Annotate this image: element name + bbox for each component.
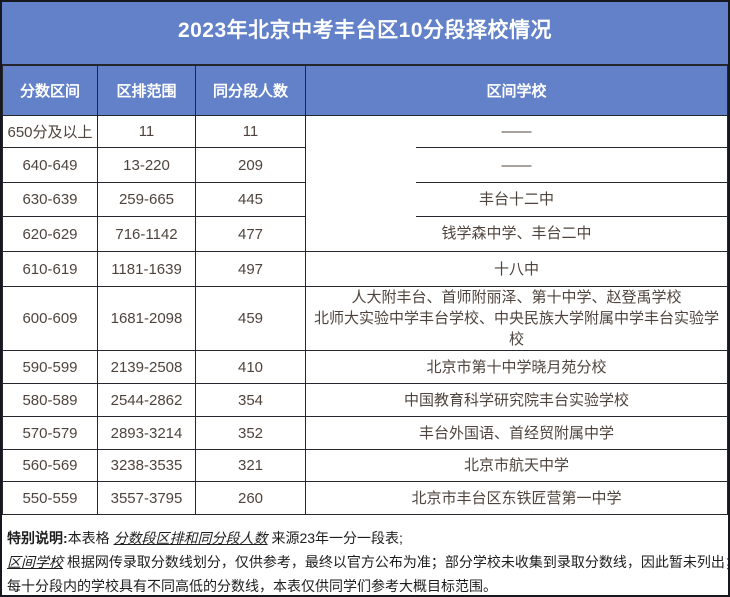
segment-count-cell: 260 bbox=[195, 481, 306, 515]
rank-range-cell: 11 bbox=[97, 115, 196, 148]
schools-line: 人大附丰台、首师附丽泽、第十中学、赵登禹学校 bbox=[351, 289, 682, 306]
schools-cell: 钱学森中学、丰台二中 bbox=[305, 216, 728, 252]
schools-line: 北师大实验中学丰台学校、中央民族大学附属中学丰台实验学校 bbox=[313, 310, 719, 348]
schools-cell: 丰台外国语、首经贸附属中学 bbox=[305, 416, 728, 450]
table-row: 580-589 2544-2862 354 中国教育科学研究院丰台实验学校 bbox=[2, 383, 728, 417]
segment-count-cell: 477 bbox=[195, 216, 306, 252]
score-range-cell: 600-609 bbox=[2, 286, 98, 351]
segment-count-cell: 459 bbox=[195, 286, 306, 351]
schools-cell: 北京市丰台区东铁匠营第一中学 bbox=[305, 481, 728, 515]
note-line-2: 区间学校 根据网传录取分数线划分，仅供参考，最终以官方公布为准；部分学校未收集到… bbox=[7, 550, 728, 574]
score-range-cell: 550-559 bbox=[2, 481, 98, 515]
schools-cell: —— bbox=[305, 147, 728, 183]
segment-count-cell: 209 bbox=[195, 147, 306, 183]
rank-range-cell: 1681-2098 bbox=[97, 286, 196, 351]
schools-cell: 北京市第十中学晓月苑分校 bbox=[305, 350, 728, 384]
column-header-rank-range: 区排范围 bbox=[97, 65, 196, 116]
special-notes: 特别说明:本表格 分数段区排和同分段人数 来源23年一分一段表; 区间学校 根据… bbox=[2, 515, 728, 595]
rank-range-cell: 2544-2862 bbox=[97, 383, 196, 417]
score-range-cell: 580-589 bbox=[2, 383, 98, 417]
table-row: 550-559 3557-3795 260 北京市丰台区东铁匠营第一中学 bbox=[2, 481, 728, 515]
segment-count-cell: 11 bbox=[195, 115, 306, 148]
table-row: 610-619 1181-1639 497 十八中 bbox=[2, 251, 728, 287]
rank-range-cell: 1181-1639 bbox=[97, 251, 196, 287]
note-text: 根据网传录取分数线划分，仅供参考，最终以官方公布为准；部分学校未收集到录取分数线… bbox=[63, 554, 730, 571]
segment-count-cell: 354 bbox=[195, 383, 306, 417]
score-range-cell: 610-619 bbox=[2, 251, 98, 287]
rank-range-cell: 3557-3795 bbox=[97, 481, 196, 515]
note-emphasis: 区间学校 bbox=[7, 554, 63, 571]
note-label: 特别说明: bbox=[7, 530, 68, 546]
column-header-segment-count: 同分段人数 bbox=[195, 65, 306, 116]
note-emphasis: 分数段区排和同分段人数 bbox=[113, 530, 268, 546]
rank-range-cell: 3238-3535 bbox=[97, 449, 196, 482]
segment-count-cell: 445 bbox=[195, 182, 306, 217]
note-line-3: 每十分段内的学校具有不同高低的分数线，本表仅供同学们参考大概目标范围。 bbox=[7, 578, 497, 595]
table-header-row: 分数区间 区排范围 同分段人数 区间学校 bbox=[2, 65, 728, 116]
score-range-cell: 640-649 bbox=[2, 147, 98, 183]
note-line-1: 特别说明:本表格 分数段区排和同分段人数 来源23年一分一段表; bbox=[7, 526, 722, 550]
table-row: 590-599 2139-2508 410 北京市第十中学晓月苑分校 bbox=[2, 350, 728, 384]
score-range-cell: 650分及以上 bbox=[2, 115, 98, 148]
rank-range-cell: 2893-3214 bbox=[97, 416, 196, 450]
table-row: 640-649 13-220 209 —— bbox=[2, 147, 728, 183]
schools-cell: —— bbox=[305, 115, 728, 148]
segment-count-cell: 321 bbox=[195, 449, 306, 482]
score-range-cell: 570-579 bbox=[2, 416, 98, 450]
rank-range-cell: 259-665 bbox=[97, 182, 196, 217]
score-range-cell: 620-629 bbox=[2, 216, 98, 252]
rank-range-cell: 2139-2508 bbox=[97, 350, 196, 384]
table-row: 560-569 3238-3535 321 北京市航天中学 bbox=[2, 449, 728, 482]
rank-range-cell: 13-220 bbox=[97, 147, 196, 183]
schools-cell: 丰台十二中 bbox=[305, 182, 728, 217]
score-range-cell: 560-569 bbox=[2, 449, 98, 482]
table-row: 600-609 1681-2098 459 人大附丰台、首师附丽泽、第十中学、赵… bbox=[2, 286, 728, 351]
schools-cell: 十八中 bbox=[305, 251, 728, 287]
segment-count-cell: 410 bbox=[195, 350, 306, 384]
segment-count-cell: 497 bbox=[195, 251, 306, 287]
score-range-cell: 590-599 bbox=[2, 350, 98, 384]
page-title: 2023年北京中考丰台区10分段择校情况 bbox=[2, 2, 728, 65]
table-row: 650分及以上 11 11 —— bbox=[2, 115, 728, 148]
table-row: 570-579 2893-3214 352 丰台外国语、首经贸附属中学 bbox=[2, 416, 728, 450]
table-row: 630-639 259-665 445 丰台十二中 bbox=[2, 182, 728, 217]
rank-range-cell: 716-1142 bbox=[97, 216, 196, 252]
column-header-schools: 区间学校 bbox=[305, 65, 728, 116]
schools-cell: 人大附丰台、首师附丽泽、第十中学、赵登禹学校 北师大实验中学丰台学校、中央民族大… bbox=[305, 286, 728, 351]
note-text: 本表格 bbox=[67, 530, 114, 546]
score-segment-table: 分数区间 区排范围 同分段人数 区间学校 650分及以上 11 11 —— 64… bbox=[2, 65, 728, 515]
column-header-score-range: 分数区间 bbox=[2, 65, 98, 116]
score-range-cell: 630-639 bbox=[2, 182, 98, 217]
note-text: 来源23年一分一段表; bbox=[267, 530, 403, 546]
schools-cell: 北京市航天中学 bbox=[305, 449, 728, 482]
segment-count-cell: 352 bbox=[195, 416, 306, 450]
table-row: 620-629 716-1142 477 钱学森中学、丰台二中 bbox=[2, 216, 728, 252]
schools-cell: 中国教育科学研究院丰台实验学校 bbox=[305, 383, 728, 417]
